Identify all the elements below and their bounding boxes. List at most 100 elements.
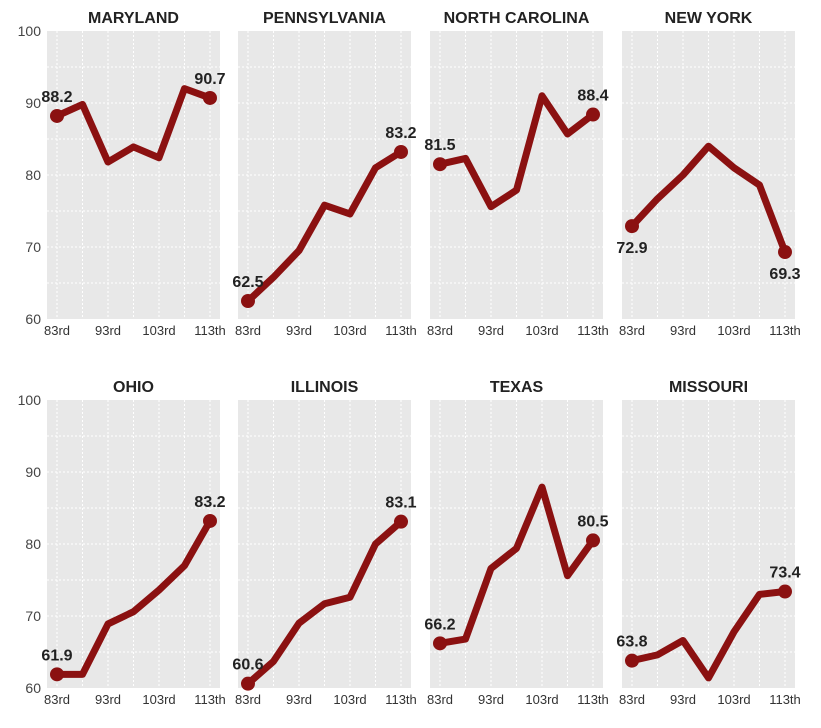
series-line (244, 518, 405, 688)
y-tick-label: 70 (25, 608, 41, 624)
x-tick-label: 103rd (717, 323, 750, 338)
panel-maryland: MARYLAND 60 70 80 90 100 83rd 93rd 103rd 113th 88.… (18, 10, 226, 338)
x-tick-label: 93rd (95, 323, 121, 338)
x-tick-label: 93rd (478, 323, 504, 338)
data-point-marker (586, 533, 600, 548)
x-tick-label: 83rd (427, 323, 453, 338)
panel-texas: TEXAS 83rd 93rd 103rd 113th 66.2 80.5 (424, 379, 608, 707)
data-point-marker (241, 676, 255, 691)
y-tick-label: 100 (18, 392, 42, 408)
data-label: 81.5 (424, 137, 455, 154)
data-point-marker (433, 157, 447, 172)
data-point-marker (50, 108, 64, 123)
x-tick-label: 113th (385, 692, 417, 707)
series-line (244, 148, 405, 305)
x-tick-label: 103rd (717, 692, 750, 707)
data-label: 88.4 (577, 88, 608, 105)
data-label: 66.2 (424, 616, 455, 633)
data-point-marker (625, 219, 639, 234)
data-label: 63.8 (616, 634, 647, 651)
y-tick-label: 60 (25, 680, 41, 696)
y-tick-label: 70 (25, 239, 41, 255)
x-tick-label: 113th (769, 692, 801, 707)
data-label: 72.9 (616, 240, 647, 257)
x-tick-label: 103rd (333, 323, 366, 338)
panel-title: NORTH CAROLINA (444, 10, 590, 27)
panel-title: TEXAS (490, 379, 544, 396)
data-point-marker (394, 144, 408, 159)
data-label: 80.5 (577, 513, 608, 530)
panel-new-york: NEW YORK 83rd 93rd 103rd 113th 72.9 69.3 (616, 10, 800, 338)
x-tick-label: 83rd (235, 323, 261, 338)
x-tick-label: 83rd (235, 692, 261, 707)
data-label: 61.9 (41, 647, 72, 664)
panel-ohio: OHIO 60 70 80 90 100 83rd 93rd 103rd 113th 61.9 83.… (18, 379, 226, 707)
panel-title: MISSOURI (669, 379, 748, 396)
y-tick-label: 90 (25, 464, 41, 480)
y-tick-label: 80 (25, 536, 41, 552)
x-tick-label: 113th (194, 692, 226, 707)
x-tick-label: 113th (769, 323, 801, 338)
data-label: 88.2 (41, 89, 72, 106)
data-point-marker (394, 514, 408, 529)
series-line (436, 483, 597, 647)
x-tick-label: 103rd (142, 323, 175, 338)
data-label: 83.2 (194, 494, 225, 511)
x-tick-label: 103rd (142, 692, 175, 707)
data-point-marker (203, 513, 217, 528)
x-tick-label: 93rd (286, 692, 312, 707)
y-tick-label: 90 (25, 95, 41, 111)
y-tick-label: 80 (25, 167, 41, 183)
x-tick-label: 83rd (619, 692, 645, 707)
panel-title: OHIO (113, 379, 154, 396)
x-tick-label: 103rd (525, 323, 558, 338)
panel-title: PENNSYLVANIA (263, 10, 386, 27)
series-line (628, 142, 789, 256)
series-line (53, 85, 214, 166)
data-label: 69.3 (769, 266, 800, 283)
y-tick-label: 100 (18, 23, 42, 39)
data-label: 90.7 (194, 71, 225, 88)
panel-title: MARYLAND (88, 10, 179, 27)
series-line (436, 92, 597, 211)
x-tick-label: 113th (577, 323, 609, 338)
panel-north-carolina: NORTH CAROLINA 83rd 93rd 103rd 113th 81.5 88.4 (424, 10, 608, 338)
x-tick-label: 113th (385, 323, 417, 338)
data-label: 73.4 (769, 565, 800, 582)
data-point-marker (625, 653, 639, 668)
x-tick-label: 103rd (333, 692, 366, 707)
panel-pennsylvania: PENNSYLVANIA 83rd 93rd 103rd 113th 62.5 83.2 (232, 10, 416, 338)
series-line (628, 588, 789, 682)
x-tick-label: 113th (194, 323, 226, 338)
panel-title: NEW YORK (665, 10, 753, 27)
data-point-marker (203, 90, 217, 105)
x-tick-label: 93rd (95, 692, 121, 707)
x-tick-label: 83rd (427, 692, 453, 707)
x-tick-label: 93rd (670, 323, 696, 338)
data-point-marker (50, 667, 64, 682)
panel-illinois: ILLINOIS 83rd 93rd 103rd 113th 60.6 83.1 (232, 379, 416, 707)
data-point-marker (778, 245, 792, 260)
x-tick-label: 93rd (670, 692, 696, 707)
data-label: 60.6 (232, 657, 263, 674)
data-label: 83.1 (385, 495, 416, 512)
panel-missouri: MISSOURI 83rd 93rd 103rd 113th 63.8 73.4 (616, 379, 800, 707)
y-tick-label: 60 (25, 311, 41, 327)
x-tick-label: 83rd (44, 323, 70, 338)
x-tick-label: 113th (577, 692, 609, 707)
x-tick-label: 93rd (478, 692, 504, 707)
x-tick-label: 103rd (525, 692, 558, 707)
data-label: 62.5 (232, 274, 263, 291)
data-point-marker (241, 294, 255, 308)
x-tick-label: 83rd (619, 323, 645, 338)
data-point-marker (586, 107, 600, 122)
data-point-marker (433, 636, 447, 651)
data-point-marker (778, 584, 792, 599)
x-tick-label: 93rd (286, 323, 312, 338)
panel-title: ILLINOIS (291, 379, 359, 396)
data-label: 83.2 (385, 125, 416, 142)
series-line (53, 517, 214, 678)
x-tick-label: 83rd (44, 692, 70, 707)
